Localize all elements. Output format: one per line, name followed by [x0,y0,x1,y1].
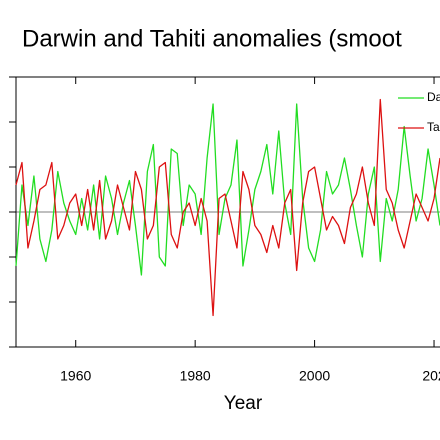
legend-label: Da [427,90,440,104]
data-line [15,98,440,317]
chart-title: Darwin and Tahiti anomalies (smoot [22,25,402,52]
data-line [15,103,440,276]
x-tick-label: 2000 [299,368,330,384]
x-tick-label: 1980 [180,368,211,384]
x-tick-label: 202 [422,368,440,384]
x-axis-label: Year [224,393,263,414]
legend-label: Ta [427,120,440,134]
x-tick-label: 1960 [60,368,91,384]
